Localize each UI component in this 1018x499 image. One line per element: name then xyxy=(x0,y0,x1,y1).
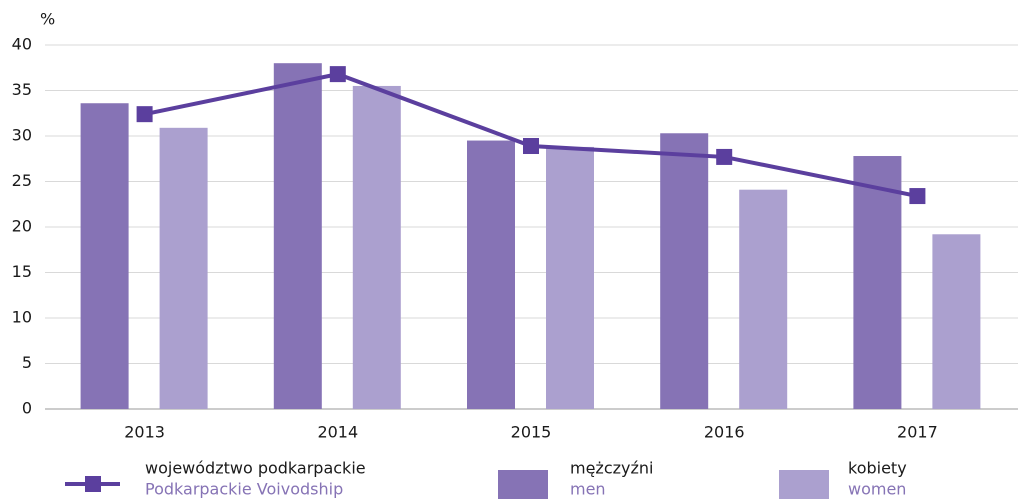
legend-marker xyxy=(85,476,101,492)
legend-label: województwo podkarpackie xyxy=(145,459,366,478)
legend-label-en: men xyxy=(570,480,606,499)
x-tick-label: 2013 xyxy=(124,423,165,442)
marker xyxy=(523,138,539,155)
bar xyxy=(273,63,322,409)
x-tick-label: 2015 xyxy=(511,423,552,442)
legend-label-en: Podkarpackie Voivodship xyxy=(145,480,343,499)
y-tick-label: 25 xyxy=(12,171,32,190)
line xyxy=(144,72,918,199)
bar xyxy=(467,140,515,410)
y-tick-label: 15 xyxy=(12,262,32,281)
y-tick-label: 30 xyxy=(12,126,32,145)
y-tick-label: 20 xyxy=(12,217,32,236)
marker xyxy=(909,188,926,205)
legend-label: kobiety xyxy=(848,459,907,478)
y-tick-label: 10 xyxy=(12,308,32,327)
y-tick-label: 40 xyxy=(12,35,32,54)
y-tick-label: 5 xyxy=(22,353,32,372)
y-axis-label: % xyxy=(40,10,55,29)
legend-swatch xyxy=(498,470,548,499)
y-tick-label: 35 xyxy=(12,80,32,99)
bar xyxy=(159,127,208,409)
bar xyxy=(660,133,709,409)
x-tick-label: 2017 xyxy=(897,423,938,442)
x-tick-label: 2014 xyxy=(317,423,358,442)
bar xyxy=(546,146,594,410)
bar xyxy=(352,85,401,409)
legend-label-en: women xyxy=(848,480,906,499)
marker xyxy=(716,148,733,165)
marker xyxy=(136,106,153,123)
x-tick-label: 2016 xyxy=(704,423,745,442)
marker xyxy=(329,66,346,83)
legend-swatch xyxy=(779,470,829,499)
legend-label: mężczyźni xyxy=(570,459,653,478)
bar xyxy=(739,189,788,409)
bar xyxy=(80,103,129,410)
bar xyxy=(932,234,981,409)
bar xyxy=(853,156,902,409)
y-tick-label: 0 xyxy=(22,399,32,418)
